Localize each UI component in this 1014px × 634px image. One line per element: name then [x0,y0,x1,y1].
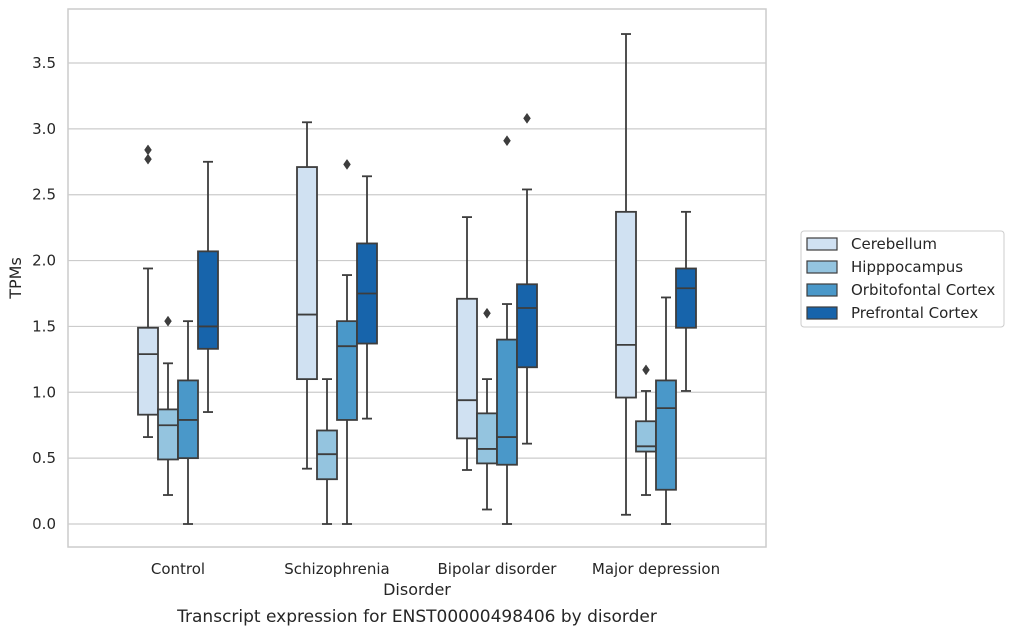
legend: Cerebellum Hipppocampus Orbitofontal Corte… [800,230,1005,328]
box-group [296,121,318,470]
box [476,412,498,465]
y-tick-label: 0.5 [32,449,56,467]
box [655,379,677,491]
legend-items: Cerebellum Hipppocampus Orbitofontal Corte… [806,235,995,322]
box [675,267,697,329]
box-group [635,364,657,496]
plot-frame [67,8,767,548]
box [615,210,637,399]
box-group [615,33,637,516]
box-group [476,307,498,511]
y-tick-label: 1.5 [32,317,56,335]
legend-swatch [806,306,838,320]
x-tick-label: Major depression [592,560,720,578]
legend-swatch [806,237,838,251]
box [456,297,478,440]
box-layer [137,33,697,525]
box [197,250,219,350]
outlier-point [523,112,531,124]
y-tick-label: 1.0 [32,383,56,401]
box [157,408,179,461]
box [137,326,159,416]
box-group [675,210,697,392]
box-group [496,135,518,525]
y-tick-label: 2.0 [32,252,56,270]
y-tick-label: 2.5 [32,186,56,204]
legend-swatch [806,283,838,297]
x-tick-label: Schizophrenia [284,560,389,578]
box-group [516,112,538,445]
y-tick-label: 3.5 [32,54,56,72]
box-group [157,315,179,496]
box-group [456,216,478,471]
y-tick-labels: 0.0 0.5 1.0 1.5 2.0 2.5 3.0 3.5 [32,54,56,533]
y-tick-label: 0.0 [32,515,56,533]
legend-frame [800,230,1005,328]
outlier-point [503,135,511,147]
legend-label: Prefrontal Cortex [851,304,978,322]
box-group [655,296,677,525]
y-axis-label: TPMs [6,257,25,300]
legend-label: Cerebellum [851,235,937,253]
outlier-point [144,153,152,165]
y-tick-label: 3.0 [32,120,56,138]
outlier-point [642,364,650,376]
box-group [316,378,338,525]
x-tick-label: Bipolar disorder [438,560,558,578]
box-group [137,144,159,438]
x-tick-labels: Control Schizophrenia Bipolar disorder Majo… [151,560,720,578]
chart-caption: Transcript expression for ENST0000049840… [176,607,657,627]
x-tick-label: Control [151,560,205,578]
outlier-point [164,315,172,327]
box [336,320,358,421]
legend-label: Orbitofontal Cortex [851,281,995,299]
box-group [356,175,378,420]
legend-label: Hipppocampus [851,258,963,276]
outlier-point [343,158,351,170]
box-group [177,320,199,525]
x-axis-label: Disorder [383,580,451,599]
outlier-point [144,144,152,156]
box [296,166,318,381]
box-group [197,160,219,413]
box [516,283,538,369]
box [496,338,518,466]
legend-swatch [806,260,838,274]
box-group [336,158,358,525]
outlier-point [483,307,491,319]
